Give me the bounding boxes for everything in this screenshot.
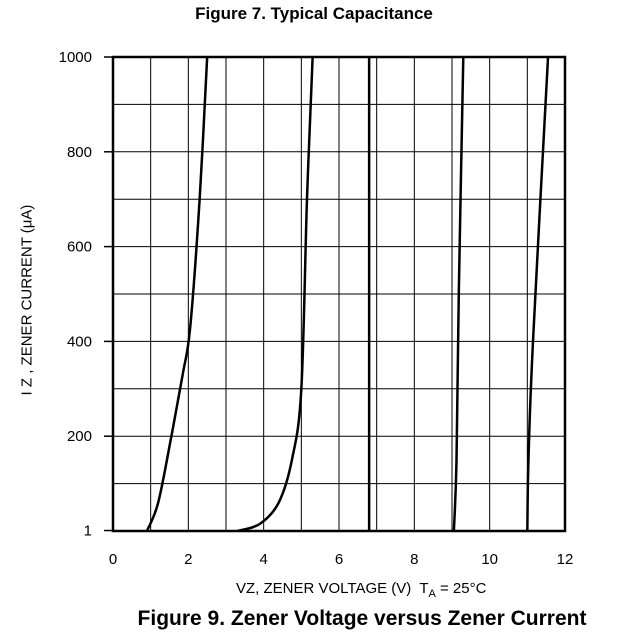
y-tick-label: 600 (67, 239, 92, 256)
x-tick-label: 8 (410, 551, 418, 568)
temperature-condition: TA = 25°C (419, 580, 487, 600)
y-tick-label: 1000 (59, 49, 92, 66)
y-tick-label: 1 (84, 523, 92, 540)
y-tick-label: 800 (67, 144, 92, 161)
x-tick-label: 2 (184, 551, 192, 568)
x-tick-label: 12 (557, 551, 574, 568)
x-tick-label: 4 (259, 551, 267, 568)
top-figure-title: Figure 7. Typical Capacitance (195, 4, 433, 23)
x-tick-label: 6 (335, 551, 343, 568)
series-line-4 (452, 56, 465, 532)
series-line-5 (526, 56, 550, 532)
series-line-2 (236, 56, 314, 533)
plot-frame (111, 55, 567, 533)
y-tick-label: 400 (67, 333, 92, 350)
chart-title: Figure 9. Zener Voltage versus Zener Cur… (137, 607, 587, 630)
x-axis-label-row: VZ, ZENER VOLTAGE (V) TA = 25°C (236, 580, 486, 600)
x-tick-label: 0 (109, 551, 117, 568)
y-tick-label: 200 (67, 428, 92, 445)
x-axis-label: VZ, ZENER VOLTAGE (V) (236, 580, 412, 597)
x-tick-label: 10 (481, 551, 498, 568)
series-line-1 (145, 56, 209, 532)
y-axis-label: I Z , ZENER CURRENT (μA) (18, 204, 36, 396)
